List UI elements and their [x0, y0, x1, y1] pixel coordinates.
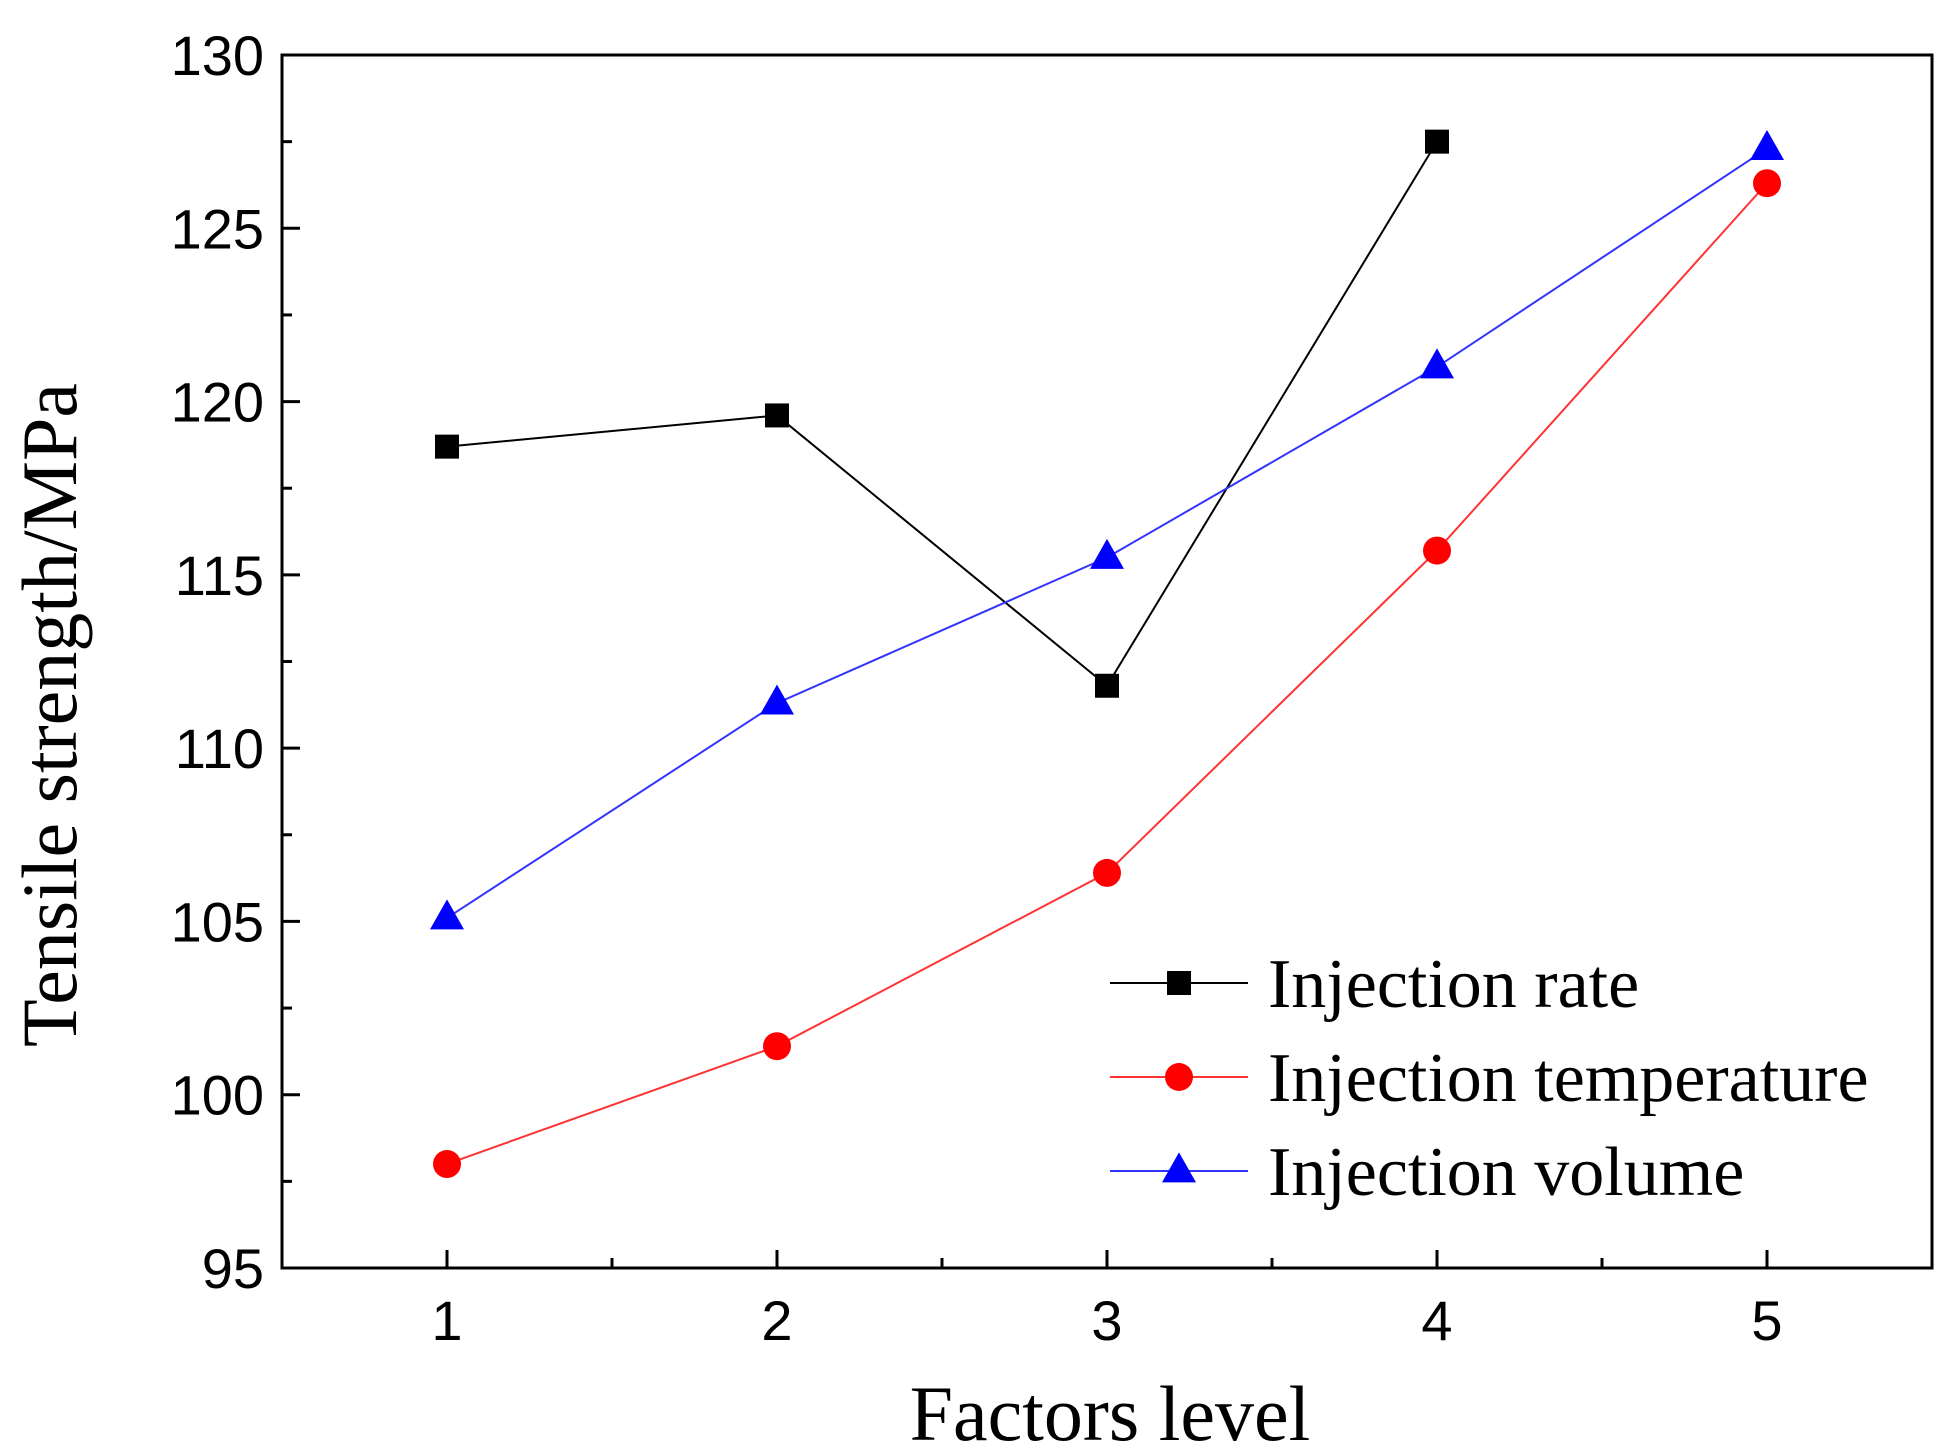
- legend-item: Injection temperature: [1110, 1040, 1869, 1117]
- data-point: [1423, 536, 1451, 565]
- data-point: [1090, 538, 1124, 569]
- x-tick-label: 5: [1751, 1289, 1782, 1352]
- x-tick-label: 3: [1091, 1289, 1122, 1352]
- series-injection-temperature: [433, 169, 1781, 1179]
- data-point: [435, 434, 459, 459]
- legend-item: Injection volume: [1110, 1134, 1744, 1211]
- series-injection-volume: [430, 129, 1784, 930]
- x-tick-label: 2: [761, 1289, 792, 1352]
- data-point: [1095, 673, 1119, 698]
- legend-label: Injection temperature: [1268, 1040, 1869, 1117]
- data-point: [763, 1032, 791, 1061]
- y-tick-label: 125: [171, 197, 264, 260]
- x-axis-title: Factors level: [910, 1370, 1311, 1455]
- legend-label: Injection volume: [1268, 1134, 1744, 1211]
- x-tick-label: 1: [431, 1289, 462, 1352]
- series-line: [446, 147, 1768, 919]
- series-injection-rate: [435, 129, 1449, 698]
- y-tick-label: 105: [171, 890, 264, 953]
- data-point: [433, 1150, 461, 1179]
- y-tick-label: 120: [171, 371, 264, 434]
- plot-area: [430, 129, 1784, 1179]
- x-tick-label: 4: [1421, 1289, 1452, 1352]
- y-tick-label: 110: [175, 717, 264, 780]
- data-point: [1750, 129, 1784, 160]
- y-tick-label: 130: [171, 24, 264, 87]
- axes: 95 100 105 110 115 120 125 130 1 2 3 4 5: [171, 24, 1934, 1352]
- data-point: [1753, 169, 1781, 198]
- y-axis-title: Tensile strength/MPa: [6, 383, 93, 1047]
- legend-marker: [1162, 1152, 1196, 1183]
- legend-marker: [1165, 1063, 1193, 1091]
- series-line: [446, 141, 1438, 688]
- legend-marker: [1167, 971, 1191, 995]
- legend-label: Injection rate: [1268, 946, 1639, 1023]
- data-point: [760, 684, 794, 715]
- data-point: [430, 899, 464, 930]
- data-point: [765, 403, 789, 428]
- data-point: [1425, 129, 1449, 154]
- data-point: [1093, 858, 1121, 887]
- data-point: [1420, 348, 1454, 379]
- y-tick-label: 100: [171, 1064, 264, 1127]
- legend-item: Injection rate: [1110, 946, 1639, 1023]
- legend: Injection rate Injection temperature Injec…: [1110, 946, 1869, 1211]
- y-tick-label: 115: [175, 544, 264, 607]
- y-tick-label: 95: [202, 1237, 264, 1300]
